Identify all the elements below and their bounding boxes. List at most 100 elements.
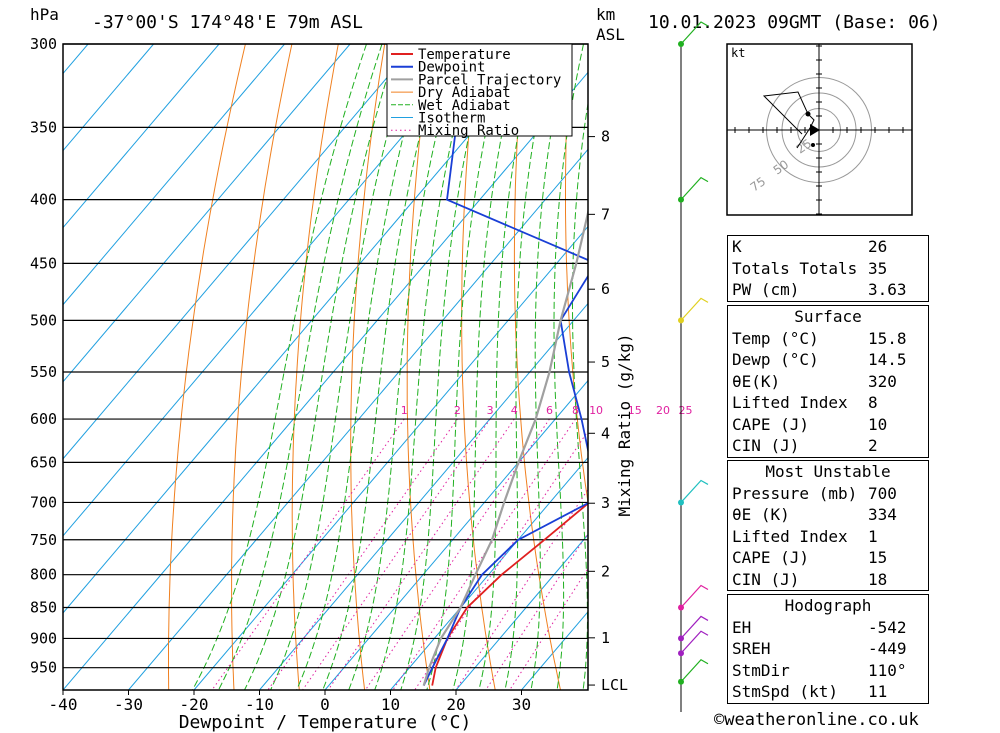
- hodo-label: StmSpd (kt): [732, 682, 838, 701]
- isotherm-line: [63, 44, 482, 537]
- mu-value: 1: [868, 526, 878, 546]
- wet-adiabat-line: [244, 44, 398, 690]
- wet-adiabat-line: [426, 44, 507, 690]
- wet-adiabat-line: [572, 100, 588, 690]
- dry-adiabat-line: [350, 44, 386, 690]
- legend-label: Dewpoint: [418, 60, 485, 76]
- pressure-tick-label: 800: [30, 566, 57, 584]
- dry-adiabat-line: [988, 44, 1000, 690]
- legend-label: Temperature: [418, 47, 511, 63]
- surface-table: Surface Temp (°C) 15.8 Dewp (°C) 14.5 θE(K…: [727, 305, 929, 458]
- hodograph-unit: kt: [731, 46, 745, 60]
- surface-value: 14.5: [868, 350, 907, 369]
- mu-row: CIN (J) 18: [728, 569, 928, 591]
- hodograph-point: [805, 111, 811, 117]
- mixing-ratio-tick-label: 20: [656, 404, 670, 417]
- mu-row: θE (K) 334: [728, 504, 928, 526]
- isotherm-line: [63, 44, 285, 306]
- hodo-label: StmDir: [732, 660, 790, 680]
- legend-label: Dry Adiabat: [418, 85, 511, 101]
- pressure-unit: hPa: [30, 5, 59, 24]
- dry-adiabat-line: [291, 44, 339, 690]
- mu-label: θE (K): [732, 505, 790, 524]
- credit[interactable]: ©weatheronline.co.uk: [714, 710, 919, 730]
- mixing-ratio-line: [302, 418, 491, 690]
- wet-adiabat-line: [296, 44, 429, 690]
- mu-label: Pressure (mb): [732, 483, 858, 503]
- mixing-ratio-line: [267, 418, 458, 690]
- surface-row: Temp (°C) 15.8: [728, 328, 928, 350]
- mixing-ratio-line: [455, 488, 588, 690]
- pressure-tick-label: 750: [30, 531, 57, 549]
- mu-row: Pressure (mb) 700: [728, 483, 928, 505]
- index-row-pw: PW (cm) 3.63: [728, 279, 928, 301]
- most-unstable-table: Most Unstable Pressure (mb) 700 θE (K) 334…: [727, 460, 929, 591]
- mixing-ratio-axis-label: Mixing Ratio (g/kg): [615, 333, 634, 516]
- dry-adiabat-line: [942, 44, 1000, 690]
- surface-label: CIN (J): [732, 436, 800, 455]
- wet-adiabat-line: [452, 44, 522, 690]
- x-tick-label: 10: [381, 695, 400, 714]
- mu-row: CAPE (J) 15: [728, 547, 928, 569]
- wet-adiabat-line: [374, 44, 476, 690]
- mixing-ratio-tick-label: 4: [511, 404, 518, 417]
- surface-row: θE(K) 320: [728, 371, 928, 393]
- isotherm-line: [63, 71, 588, 690]
- surface-label: Dewp (°C): [732, 350, 819, 369]
- location-title: -37°00'S 174°48'E 79m ASL: [92, 12, 363, 33]
- surface-row: Dewp (°C) 14.5: [728, 349, 928, 371]
- x-tick-label: -40: [49, 695, 78, 714]
- legend-label: Wet Adiabat: [418, 98, 511, 114]
- hodo-label: SREH: [732, 639, 771, 658]
- mu-value: 700: [868, 483, 897, 503]
- km-tick-label: 2: [601, 562, 610, 580]
- mixing-ratio-tick-label: 8: [572, 404, 579, 417]
- dry-adiabat-line: [168, 44, 246, 690]
- dry-adiabat-line: [565, 44, 588, 506]
- mu-value: 18: [868, 569, 888, 589]
- km-tick-label: 3: [601, 494, 610, 512]
- mixing-ratio-line: [327, 418, 515, 690]
- wet-adiabat-line: [530, 44, 569, 690]
- surface-value: 2: [868, 436, 878, 455]
- pressure-tick-label: 650: [30, 453, 57, 471]
- km-tick-label: 1: [601, 629, 610, 647]
- isotherm-line: [259, 302, 588, 690]
- storm-motion-marker: [810, 124, 820, 136]
- index-row-totals: Totals Totals 35: [728, 258, 928, 280]
- surface-label: CAPE (J): [732, 414, 810, 434]
- wind-barb: [680, 630, 709, 654]
- surface-value: 320: [868, 371, 897, 391]
- x-tick-label: -20: [180, 695, 209, 714]
- mu-label: CAPE (J): [732, 548, 810, 567]
- mixing-ratio-line: [509, 567, 588, 690]
- mixing-ratio-tick-label: 2: [454, 404, 461, 417]
- wet-adiabat-line: [270, 44, 414, 690]
- surface-row: CIN (J) 2: [728, 435, 928, 457]
- wind-barb: [680, 479, 709, 503]
- wind-barb: [680, 658, 709, 683]
- indices-table: K 26 Totals Totals 35 PW (cm) 3.63: [727, 235, 929, 302]
- wet-adiabat-line: [322, 44, 445, 690]
- hodo-value: -449: [868, 639, 907, 658]
- wet-adiabat-line: [191, 44, 367, 690]
- mixing-ratio-line: [364, 418, 550, 690]
- isotherm-line: [63, 44, 416, 460]
- wind-barb: [680, 297, 709, 321]
- index-label: Totals Totals: [732, 258, 858, 278]
- legend-label: Mixing Ratio: [418, 123, 519, 139]
- x-axis-label: Dewpoint / Temperature (°C): [179, 712, 472, 733]
- pressure-tick-label: 450: [30, 254, 57, 272]
- surface-value: 15.8: [868, 328, 907, 348]
- mixing-ratio-tick-label: 15: [628, 404, 642, 417]
- wet-adiabat-line: [553, 44, 584, 690]
- dry-adiabat-line: [461, 44, 496, 690]
- datetime: 10.01.2023 09GMT (Base: 06): [648, 12, 941, 33]
- x-tick-label: 20: [446, 695, 465, 714]
- hodo-row: EH -542: [728, 617, 928, 639]
- mixing-ratio-tick-label: 25: [678, 404, 692, 417]
- isotherm-line: [193, 225, 588, 690]
- wind-barb: [680, 176, 709, 201]
